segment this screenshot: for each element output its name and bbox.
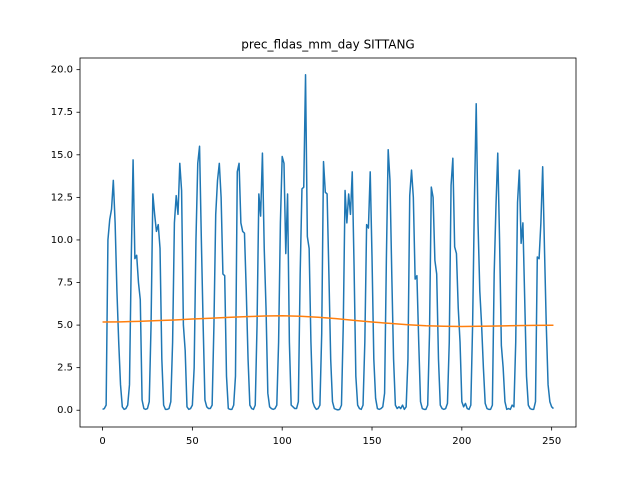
- y-tick-label: 7.5: [57, 278, 73, 289]
- y-tick-label: 20.0: [51, 65, 73, 76]
- y-tick-label: 10.0: [51, 235, 73, 246]
- x-tick-label: 250: [542, 436, 561, 447]
- x-tick-label: 100: [273, 436, 292, 447]
- y-tick-label: 17.5: [51, 107, 73, 118]
- y-tick-label: 0.0: [57, 405, 73, 416]
- y-tick-label: 2.5: [57, 363, 73, 374]
- x-tick-label: 0: [99, 436, 105, 447]
- data-line: [102, 314, 554, 328]
- y-tick-label: 15.0: [51, 150, 73, 161]
- x-tick-label: 50: [186, 436, 199, 447]
- plot-frame: [79, 57, 577, 428]
- data-line: [102, 74, 554, 411]
- x-tick-label: 200: [452, 436, 471, 447]
- y-tick-label: 5.0: [57, 320, 73, 331]
- chart-title: prec_fldas_mm_day SITTANG: [241, 38, 414, 52]
- x-tick-label: 150: [362, 436, 381, 447]
- y-tick-label: 12.5: [51, 192, 73, 203]
